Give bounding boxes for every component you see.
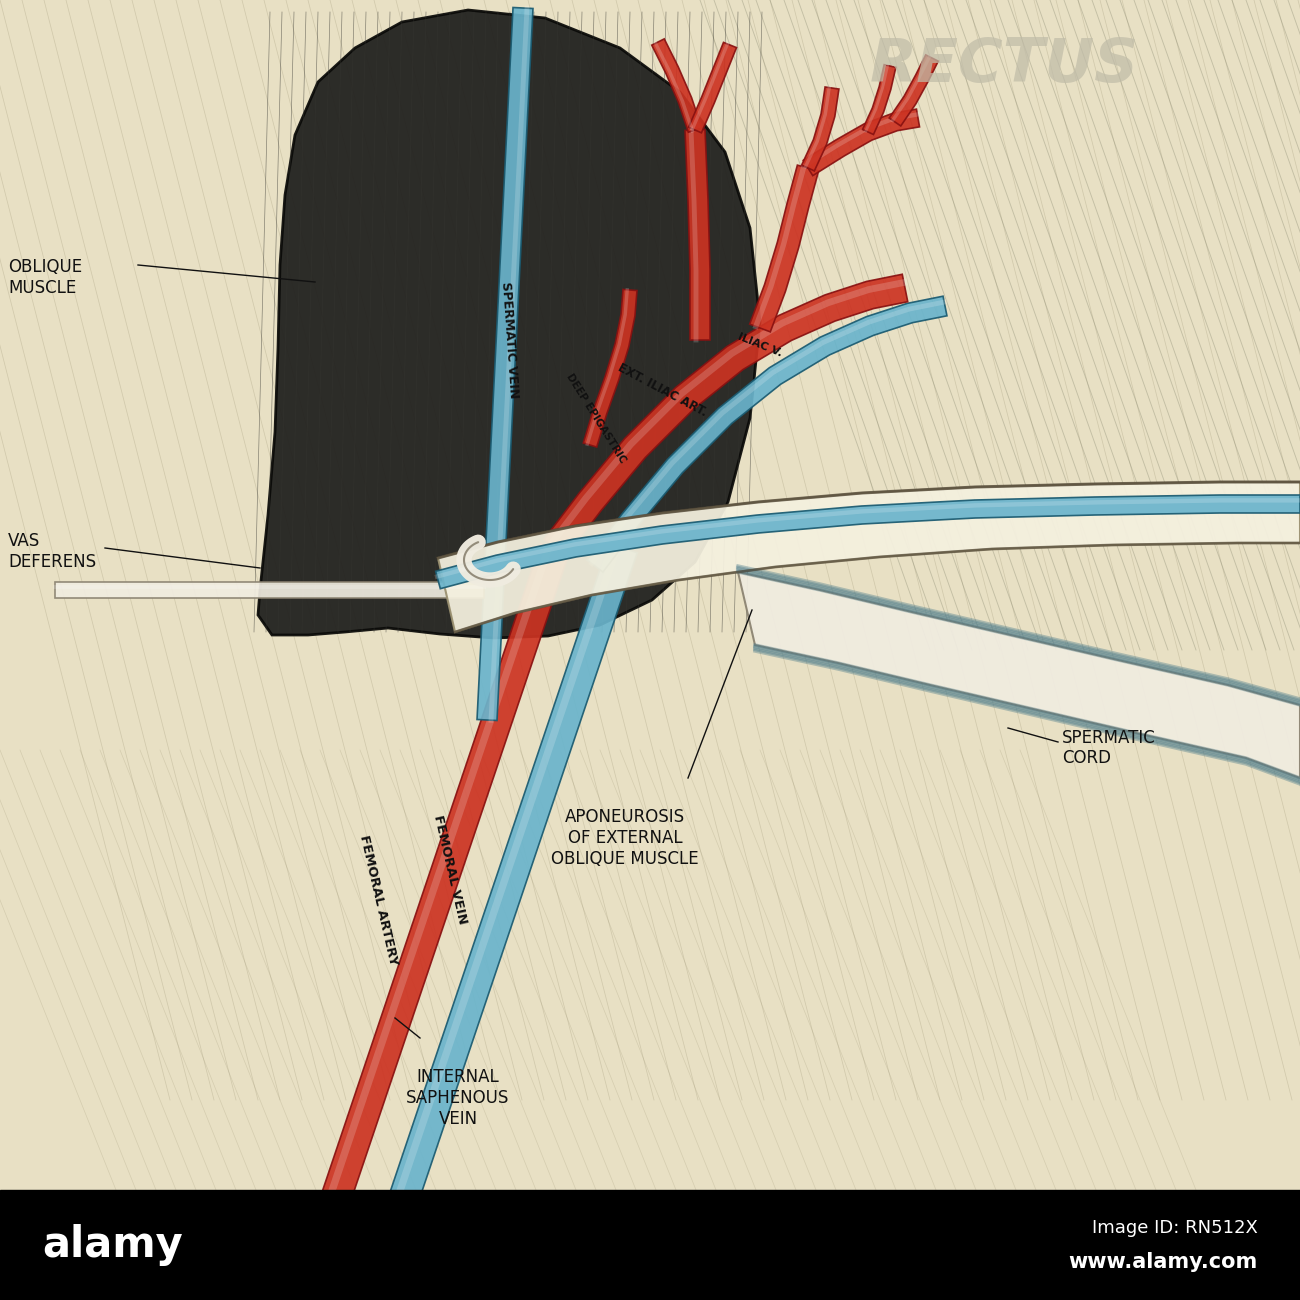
- Polygon shape: [802, 87, 838, 170]
- Polygon shape: [543, 274, 907, 556]
- Polygon shape: [477, 8, 533, 720]
- Text: VAS
DEFERENS: VAS DEFERENS: [8, 532, 96, 571]
- Polygon shape: [584, 290, 637, 447]
- Polygon shape: [862, 65, 896, 134]
- Text: www.alamy.com: www.alamy.com: [1069, 1252, 1258, 1271]
- Polygon shape: [651, 39, 702, 133]
- Text: ILIAC V.: ILIAC V.: [736, 332, 784, 359]
- Text: FEMORAL ARTERY: FEMORAL ARTERY: [356, 833, 399, 966]
- Text: FEMORAL VEIN: FEMORAL VEIN: [432, 814, 469, 926]
- Polygon shape: [588, 296, 946, 572]
- Text: OBLIQUE
MUSCLE: OBLIQUE MUSCLE: [8, 257, 82, 296]
- Bar: [0, 1190, 1300, 1300]
- Polygon shape: [438, 482, 1300, 632]
- Text: APONEUROSIS
OF EXTERNAL
OBLIQUE MUSCLE: APONEUROSIS OF EXTERNAL OBLIQUE MUSCLE: [551, 809, 699, 867]
- Text: RECTUS: RECTUS: [870, 36, 1139, 95]
- Text: SPERMATIC
CORD: SPERMATIC CORD: [1062, 728, 1156, 767]
- Polygon shape: [889, 55, 939, 126]
- Polygon shape: [750, 165, 819, 332]
- Text: INTERNAL
SAPHENOUS
VEIN: INTERNAL SAPHENOUS VEIN: [407, 1069, 510, 1127]
- Polygon shape: [689, 43, 737, 133]
- Polygon shape: [369, 543, 637, 1265]
- Text: EXT. ILIAC ART.: EXT. ILIAC ART.: [615, 361, 708, 419]
- Polygon shape: [738, 572, 1300, 777]
- Polygon shape: [436, 495, 1300, 589]
- Polygon shape: [803, 109, 919, 176]
- Text: DEEP EPIGASTRIC: DEEP EPIGASTRIC: [564, 372, 628, 464]
- Text: Image ID: RN512X: Image ID: RN512X: [1092, 1219, 1258, 1238]
- Polygon shape: [300, 543, 569, 1265]
- Polygon shape: [55, 582, 484, 598]
- Polygon shape: [685, 130, 710, 341]
- Text: alamy: alamy: [42, 1225, 183, 1266]
- Polygon shape: [257, 10, 760, 638]
- Text: SPERMATIC VEIN: SPERMATIC VEIN: [499, 281, 520, 399]
